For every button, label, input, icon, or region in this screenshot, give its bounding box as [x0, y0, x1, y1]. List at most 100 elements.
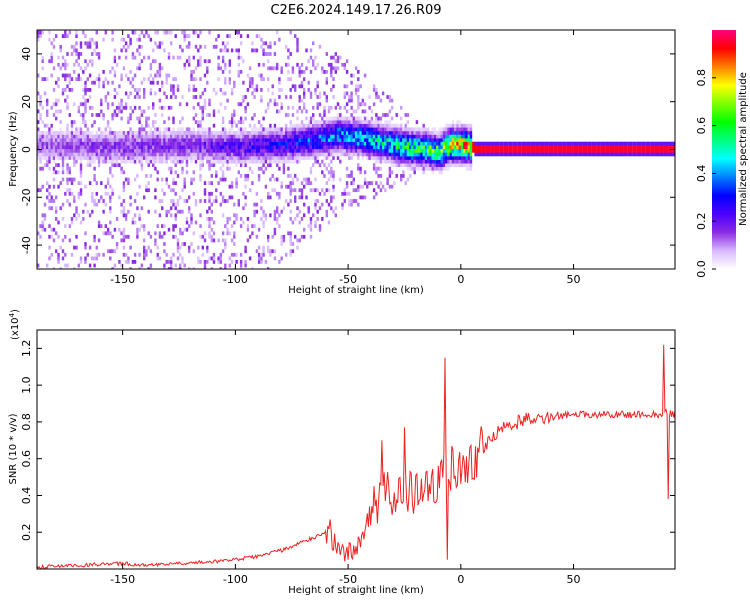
spectrogram-cell	[578, 141, 581, 146]
spectrogram-cell	[390, 170, 394, 175]
spectrogram-cell	[645, 145, 649, 150]
spectrogram-cell	[163, 159, 166, 164]
spectrogram-cell	[278, 37, 281, 42]
spectrogram-cell	[88, 59, 92, 64]
spectrogram-cell	[91, 159, 94, 164]
spectrogram-cell	[75, 131, 78, 135]
spectrogram-cell	[217, 156, 220, 160]
spectrogram-cell	[375, 91, 378, 96]
spectrogram-cell	[300, 123, 304, 128]
spectrogram-cell	[212, 138, 216, 142]
spectrogram-cell	[548, 152, 552, 157]
spectrogram-cell	[154, 138, 157, 142]
spectrogram-cell	[111, 30, 114, 35]
spectrogram-cell	[280, 256, 283, 261]
spectrogram-cell	[221, 199, 225, 203]
spectrogram-cell	[418, 148, 421, 153]
y-tick-label: -20	[20, 188, 33, 206]
spectrogram-cell	[611, 148, 615, 153]
spectrogram-cell	[321, 66, 324, 71]
spectrogram-cell	[325, 70, 328, 74]
spectrogram-cell	[544, 141, 547, 146]
spectrogram-cell	[303, 202, 306, 207]
spectrogram-cell	[43, 213, 47, 218]
spectrogram-cell	[93, 120, 96, 124]
spectrogram-cell	[208, 141, 211, 146]
spectrogram-cell	[354, 188, 358, 193]
spectrogram-cell	[643, 141, 646, 146]
spectrogram-cell	[397, 141, 401, 146]
spectrogram-cell	[97, 238, 101, 243]
spectrogram-cell	[39, 134, 42, 139]
spectrogram-cell	[86, 156, 89, 160]
spectrogram-cell	[413, 152, 416, 157]
spectrogram-cell	[194, 141, 198, 146]
spectrogram-cell	[512, 148, 516, 153]
spectrogram-cell	[478, 145, 482, 150]
spectrogram-cell	[557, 141, 561, 146]
spectrogram-cell	[381, 184, 385, 189]
spectrogram-cell	[97, 138, 101, 142]
spectrogram-cell	[379, 152, 383, 157]
spectrogram-cell	[203, 88, 207, 92]
spectrogram-cell	[206, 245, 209, 250]
spectrogram-cell	[82, 148, 85, 153]
spectrogram-cell	[251, 156, 254, 160]
spectrogram-cell	[219, 156, 222, 160]
spectrogram-cell	[206, 159, 209, 164]
spectrogram-cell	[429, 152, 432, 157]
spectrogram-cell	[296, 145, 299, 150]
spectrogram-cell	[244, 131, 247, 135]
spectrogram-cell	[84, 242, 87, 246]
spectrogram-cell	[359, 138, 362, 142]
spectrogram-cell	[409, 131, 412, 135]
spectrogram-cell	[73, 245, 76, 250]
spectrogram-cell	[267, 245, 270, 250]
svg-text:(x104): (x104)	[8, 309, 21, 340]
spectrogram-cell	[206, 80, 209, 85]
spectrogram-cell	[52, 102, 56, 107]
spectrogram-cell	[120, 98, 123, 103]
spectrogram-cell	[307, 206, 310, 211]
spectrogram-cell	[253, 141, 256, 146]
spectrogram-cell	[544, 152, 547, 157]
spectrogram-cell	[37, 120, 40, 124]
spectrogram-cell	[647, 145, 651, 150]
spectrogram-cell	[242, 159, 245, 164]
spectrogram-cell	[348, 199, 351, 203]
spectrogram-cell	[113, 145, 117, 150]
spectrogram-cell	[359, 134, 362, 139]
spectrogram-cell	[224, 77, 227, 81]
spectrogram-cell	[255, 138, 259, 142]
spectrogram-cell	[224, 245, 227, 250]
spectrogram-cell	[418, 141, 421, 146]
spectrogram-cell	[352, 131, 355, 135]
spectrogram-cell	[501, 145, 504, 150]
spectrogram-cell	[327, 138, 331, 142]
spectrogram-cell	[104, 202, 107, 207]
spectrogram-cell	[102, 159, 105, 164]
spectrogram-cell	[73, 145, 76, 150]
spectrogram-cell	[242, 191, 245, 196]
spectrogram-cell	[39, 224, 42, 228]
spectrogram-cell	[650, 152, 653, 157]
spectrogram-cell	[149, 62, 153, 67]
spectrogram-cell	[181, 138, 184, 142]
spectrogram-cell	[208, 127, 211, 132]
spectrogram-cell	[203, 260, 207, 264]
spectrogram-cell	[499, 145, 502, 150]
spectrogram-cell	[201, 245, 204, 250]
spectrogram-cell	[158, 199, 162, 203]
spectrogram-cell	[163, 231, 166, 236]
spectrogram-cell	[339, 148, 342, 153]
spectrogram-cell	[668, 141, 671, 146]
spectrogram-cell	[143, 238, 146, 243]
spectrogram-cell	[208, 59, 211, 64]
spectrogram-cell	[582, 145, 585, 150]
spectrogram-cell	[106, 156, 110, 160]
spectrogram-cell	[582, 148, 585, 153]
spectrogram-cell	[104, 148, 107, 153]
spectrogram-cell	[161, 138, 164, 142]
spectrogram-cell	[172, 152, 175, 157]
spectrogram-cell	[334, 145, 337, 150]
